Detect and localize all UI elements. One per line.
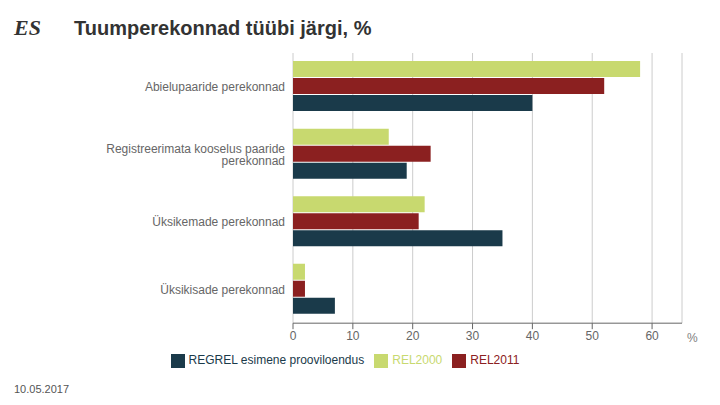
svg-text:30: 30	[466, 329, 480, 343]
html-text:REL2011: REL2011	[470, 353, 520, 368]
svg-text:60: 60	[645, 329, 659, 343]
svg-text:50: 50	[586, 329, 600, 343]
svg-text:40: 40	[526, 329, 540, 343]
svg-text:Abielupaaride perekonnad: Abielupaaride perekonnad	[145, 80, 285, 94]
html-text:ES: ES	[14, 15, 41, 40]
svg-text:Üksikisade perekonnad: Üksikisade perekonnad	[160, 283, 285, 297]
svg-text:0: 0	[290, 329, 297, 343]
svg-text:10: 10	[346, 329, 360, 343]
html-text:10.05.2017: 10.05.2017	[14, 383, 70, 395]
svg-text:Registreerimata kooselus paari: Registreerimata kooselus paarideperekonn…	[106, 142, 285, 168]
svg-text:%: %	[687, 331, 698, 345]
html-text:REGREL esimene prooviloendus: REGREL esimene prooviloendus	[188, 353, 365, 368]
svg-text:Üksikemade perekonnad: Üksikemade perekonnad	[152, 215, 285, 229]
svg-text:20: 20	[406, 329, 420, 343]
html-text:REL2000: REL2000	[392, 353, 443, 368]
html-text:Tuumperekonnad tüübi järgi, %: Tuumperekonnad tüübi järgi, %	[74, 16, 372, 39]
